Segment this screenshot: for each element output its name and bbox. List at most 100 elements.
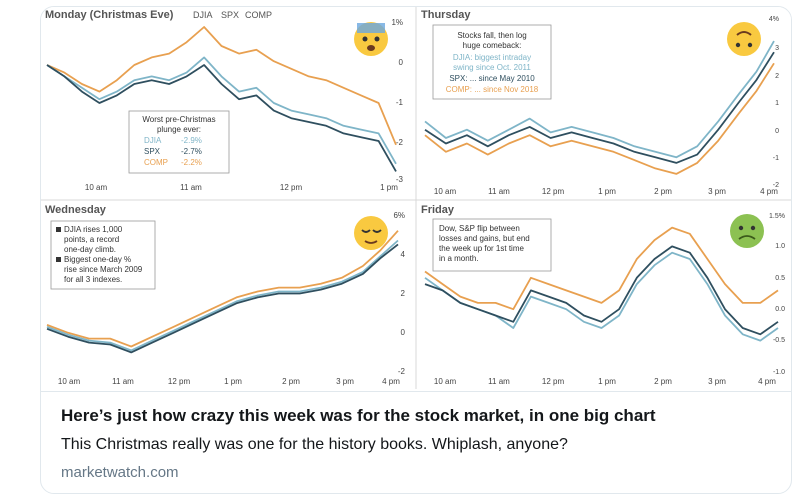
- annotation-line: DJIA rises 1,000: [64, 225, 123, 234]
- x-tick: 11 am: [488, 187, 510, 196]
- series-line-djia: [424, 51, 775, 164]
- annotation-box: DJIA rises 1,000 points, a record one-da…: [50, 220, 156, 290]
- annotation-box: Stocks fall, then log huge comeback: DJI…: [432, 24, 552, 100]
- x-tick: 11 am: [112, 377, 134, 386]
- x-tick: 11 am: [180, 183, 202, 192]
- tweet-link-card[interactable]: Monday (Christmas Eve) DJIA SPX COMP 1% …: [40, 6, 792, 494]
- legend-comp: COMP: [245, 10, 272, 20]
- annotation-line: COMP: ... since Nov 2018: [446, 85, 539, 94]
- annotation-box: Worst pre-Christmas plunge ever: DJIA -2…: [128, 110, 230, 174]
- y-axis: 1.5% 1.0 0.5 0.0 -0.5 -1.0: [769, 213, 785, 376]
- y-tick: 6%: [393, 211, 405, 220]
- x-tick: 1 pm: [598, 187, 616, 196]
- x-axis: 10 am 11 am 12 pm 1 pm 2 pm 3 pm 4 pm: [58, 377, 400, 386]
- x-tick: 10 am: [58, 377, 81, 386]
- y-tick: 2: [401, 289, 406, 298]
- y-axis: 6% 4 2 0 -2: [393, 211, 405, 376]
- series-line-spx: [46, 239, 399, 352]
- annotation-title: huge comeback:: [463, 41, 522, 50]
- series-line-djia: [46, 243, 399, 354]
- y-tick: -1: [396, 98, 404, 107]
- panel-friday: Friday 1.5% 1.0 0.5 0.0 -0.5 -1.0 10 am …: [421, 204, 785, 386]
- annotation-spx-value: -2.7%: [181, 147, 202, 156]
- y-tick: 1%: [391, 18, 403, 27]
- annotation-box: Dow, S&P flip between losses and gains, …: [432, 218, 552, 272]
- y-tick: 1: [775, 100, 779, 107]
- annotation-title: Stocks fall, then log: [457, 31, 526, 40]
- x-tick: 12 pm: [280, 183, 303, 192]
- y-tick: -1: [773, 155, 779, 162]
- x-tick: 10 am: [85, 183, 108, 192]
- series-line-comp: [424, 226, 779, 311]
- annotation-comp-value: -2.2%: [181, 158, 202, 167]
- x-axis: 10 am 11 am 12 pm 1 pm 2 pm 3 pm 4 pm: [434, 377, 776, 386]
- series-line-djia: [424, 245, 779, 336]
- y-tick: 0.5: [775, 275, 785, 282]
- panel-wednesday: Wednesday 6% 4 2 0 -2 10 am 11 am 12 pm …: [45, 204, 406, 386]
- y-tick: 1.0: [775, 243, 785, 250]
- link-card-meta[interactable]: Here’s just how crazy this week was for …: [41, 391, 791, 493]
- y-tick: 0: [401, 328, 406, 337]
- stock-market-chart-image: Monday (Christmas Eve) DJIA SPX COMP 1% …: [41, 7, 791, 389]
- x-tick: 2 pm: [282, 377, 300, 386]
- annotation-line: losses and gains, but end: [439, 234, 530, 243]
- annotation-djia-label: DJIA: [144, 136, 162, 145]
- annotation-line: the week up for 1st time: [439, 244, 524, 253]
- annotation-djia-value: -2.9%: [181, 136, 202, 145]
- y-tick: 3: [775, 45, 779, 52]
- y-tick: 1.5%: [769, 213, 785, 220]
- nauseated-face-emoji-icon: [730, 214, 764, 248]
- annotation-line: rise since March 2009: [64, 265, 143, 274]
- x-tick: 10 am: [434, 187, 457, 196]
- annotation-line: in a month.: [439, 254, 479, 263]
- x-tick: 10 am: [434, 377, 457, 386]
- relieved-face-emoji-icon: [354, 216, 388, 250]
- series-line-spx: [46, 56, 397, 165]
- annotation-line: Biggest one-day %: [64, 255, 131, 264]
- annotation-line: one-day climb.: [64, 245, 116, 254]
- x-tick: 3 pm: [708, 187, 726, 196]
- annotation-title: plunge ever:: [157, 125, 201, 134]
- x-tick: 4 pm: [760, 187, 778, 196]
- x-tick: 1 pm: [380, 183, 398, 192]
- x-axis: 10 am 11 am 12 pm 1 pm 2 pm 3 pm 4 pm: [434, 187, 778, 196]
- x-tick: 11 am: [488, 377, 510, 386]
- panel-title: Thursday: [421, 9, 471, 21]
- series-line-spx: [424, 40, 775, 159]
- x-tick: 12 pm: [542, 187, 565, 196]
- y-tick: 0.0: [775, 306, 785, 313]
- annotation-line: for all 3 indexes.: [64, 275, 122, 284]
- x-tick: 2 pm: [654, 187, 672, 196]
- series-line-comp: [46, 26, 397, 146]
- series-line-comp: [424, 62, 775, 175]
- x-tick: 1 pm: [598, 377, 616, 386]
- y-tick: -0.5: [773, 337, 785, 344]
- legend-djia: DJIA: [193, 10, 213, 20]
- annotation-comp-label: COMP: [144, 158, 168, 167]
- y-tick: 4: [401, 250, 406, 259]
- article-headline[interactable]: Here’s just how crazy this week was for …: [61, 406, 656, 425]
- annotation-line: DJIA: biggest intraday: [453, 53, 531, 62]
- panel-monday: Monday (Christmas Eve) DJIA SPX COMP 1% …: [45, 9, 404, 192]
- article-domain: marketwatch.com: [61, 464, 179, 481]
- x-tick: 4 pm: [382, 377, 400, 386]
- panel-thursday: Thursday 4% 3 2 1 0 -1 -2 10 am 11 am 12…: [421, 9, 779, 196]
- y-tick: 2: [775, 73, 779, 80]
- x-axis: 10 am 11 am 12 pm 1 pm: [85, 183, 398, 192]
- annotation-line: swing since Oct. 2011: [453, 63, 531, 72]
- article-description: This Christmas really was one for the hi…: [61, 436, 568, 453]
- series-line-comp: [46, 230, 399, 348]
- x-tick: 12 pm: [168, 377, 191, 386]
- y-axis: 4% 3 2 1 0 -1 -2: [769, 16, 779, 189]
- upside-down-face-emoji-icon: [727, 22, 761, 56]
- x-tick: 1 pm: [224, 377, 242, 386]
- y-tick: 0: [775, 128, 779, 135]
- annotation-spx-label: SPX: [144, 147, 161, 156]
- annotation-line: Dow, S&P flip between: [439, 224, 520, 233]
- series-line-djia: [46, 64, 397, 172]
- x-tick: 12 pm: [542, 377, 565, 386]
- anxious-emoji-icon: [354, 22, 388, 56]
- x-tick: 4 pm: [758, 377, 776, 386]
- panel-title: Friday: [421, 204, 455, 216]
- panel-title: Wednesday: [45, 204, 107, 216]
